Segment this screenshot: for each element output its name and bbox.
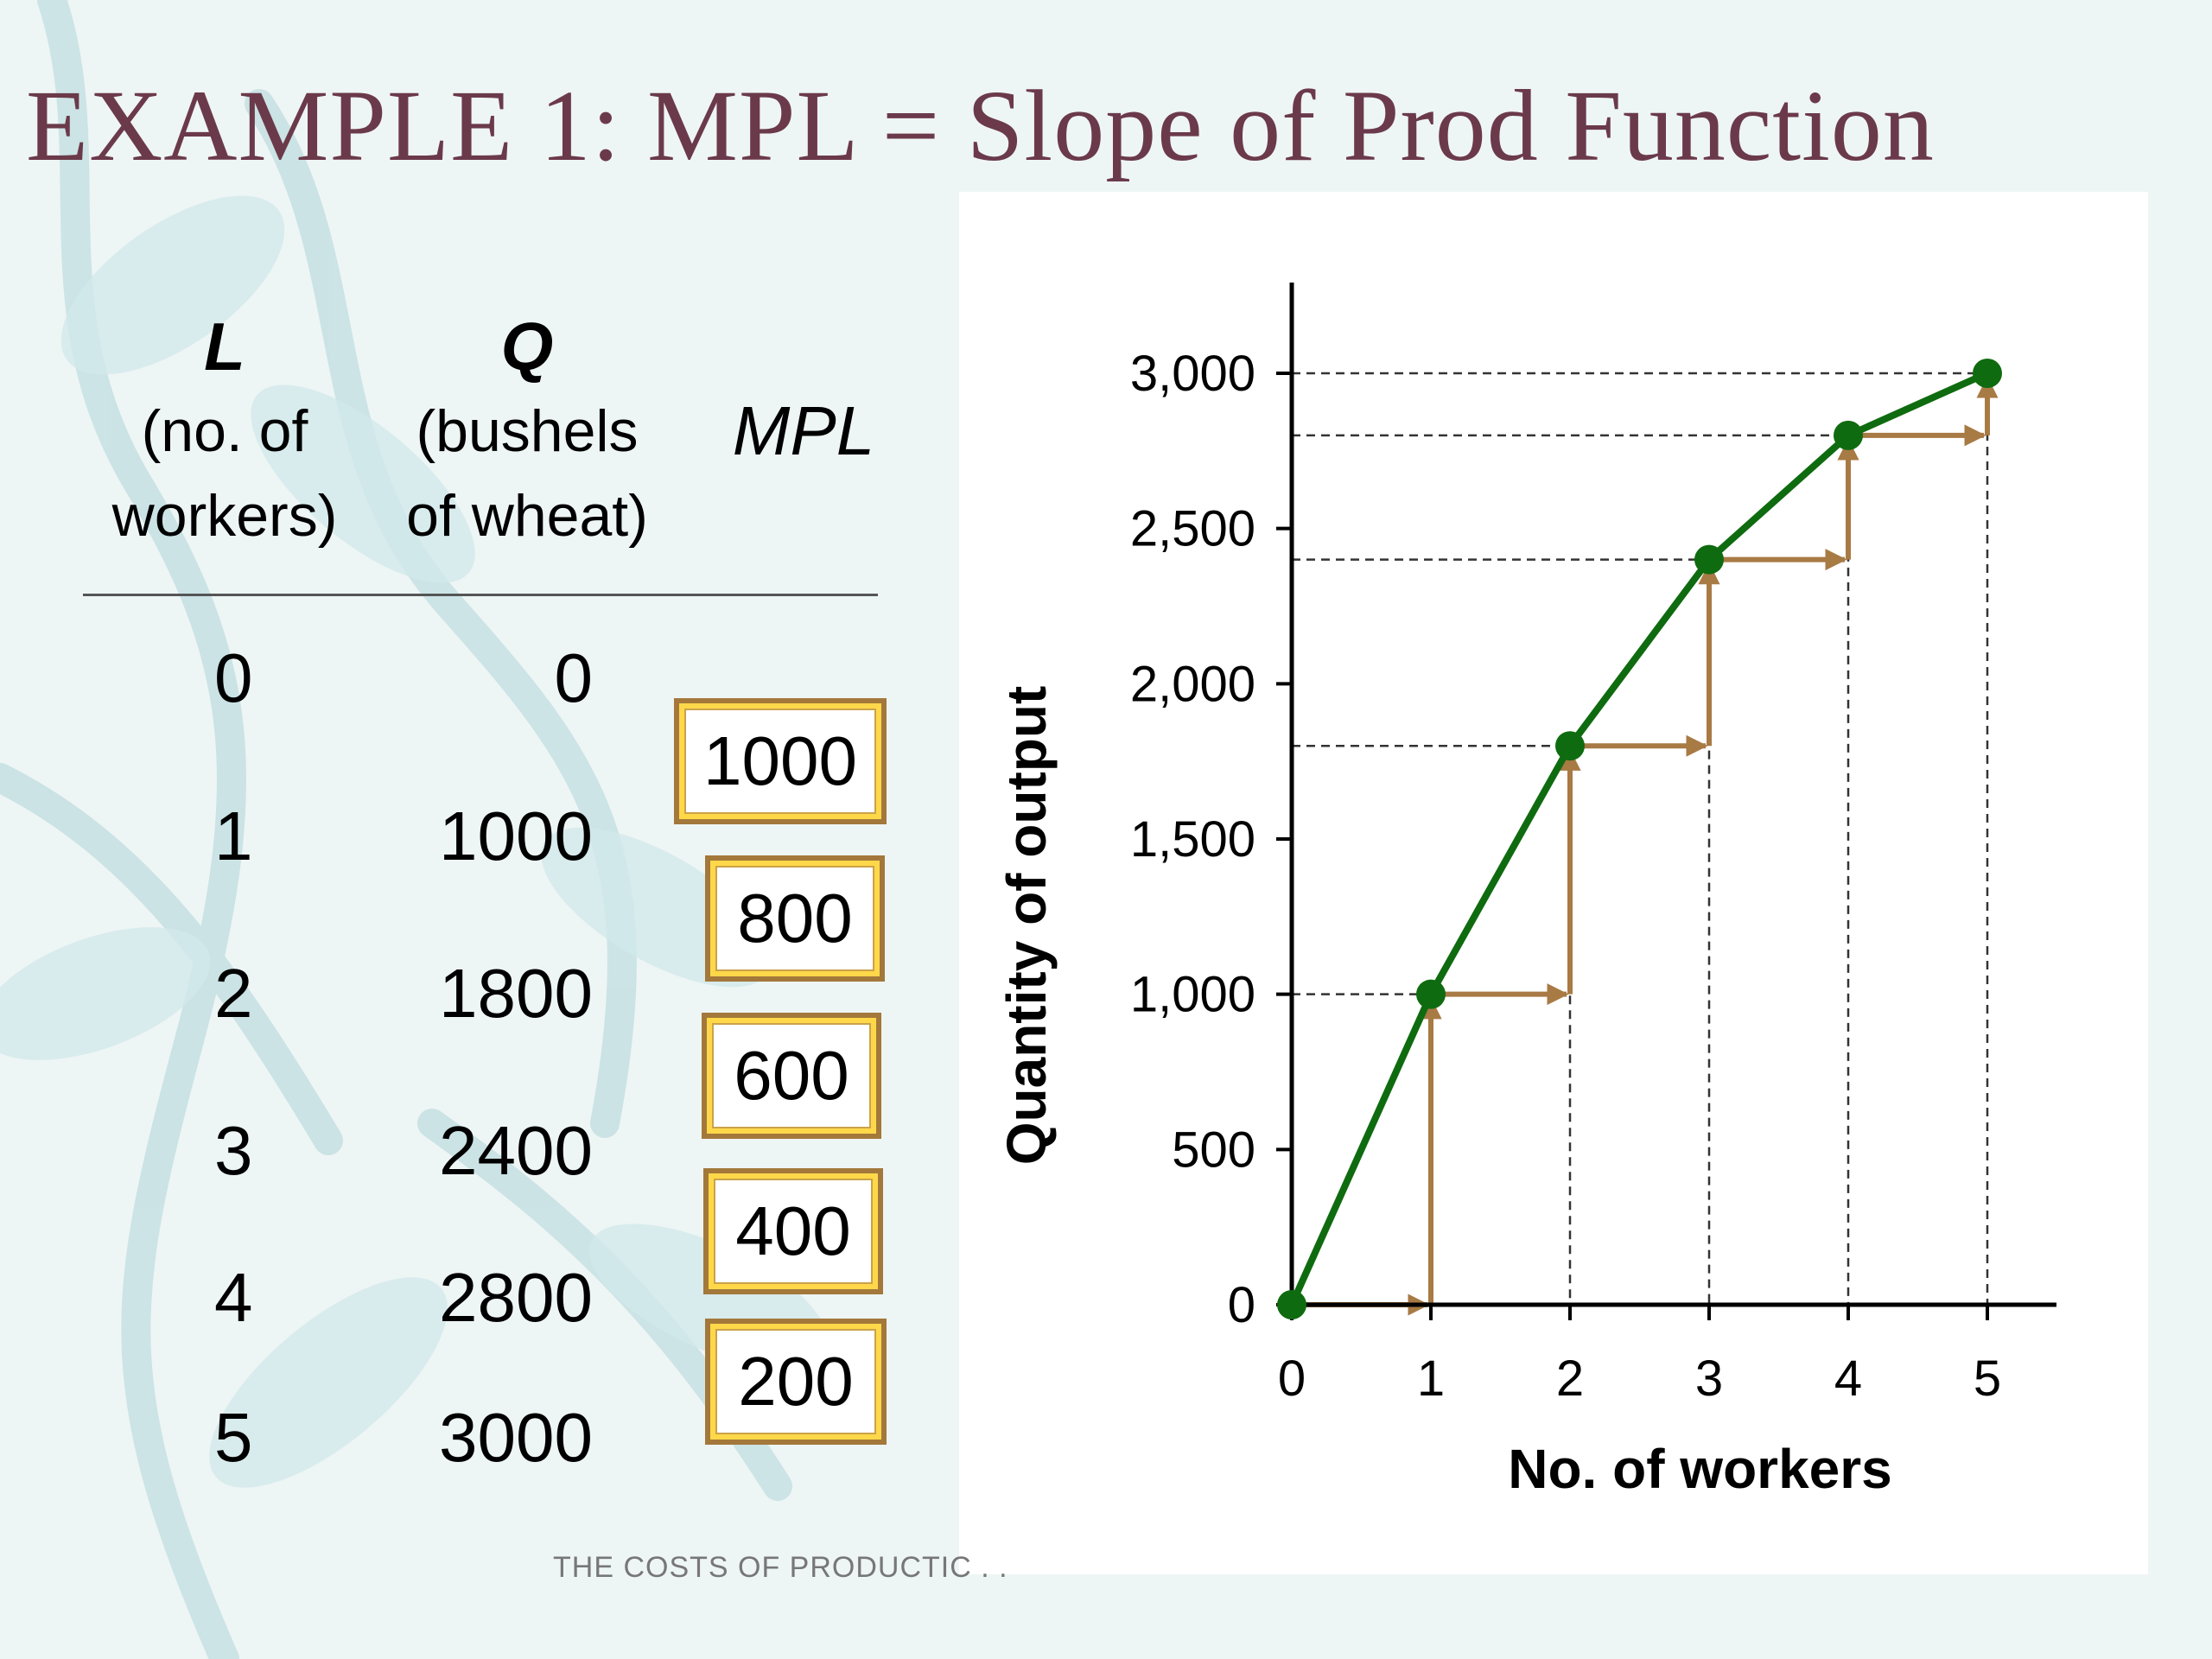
data-point-1 xyxy=(1416,979,1446,1009)
mpl-value-5: 200 xyxy=(715,1329,876,1434)
header-MPL-label: MPL xyxy=(732,392,875,469)
cell-L-5: 5 xyxy=(214,1399,253,1476)
header-L-symbol: L xyxy=(204,308,245,385)
y-tick-label-0: 0 xyxy=(1228,1277,1255,1333)
data-point-2 xyxy=(1555,731,1585,761)
cell-Q-1: 1000 xyxy=(439,798,593,874)
slide-title: EXAMPLE 1: MPL = Slope of Prod Function xyxy=(26,69,1935,182)
mpl-value-4: 400 xyxy=(714,1179,873,1284)
x-tick-label-0: 0 xyxy=(1278,1351,1306,1407)
production-curve xyxy=(1288,370,1989,1306)
mpl-value-1: 1000 xyxy=(684,709,876,814)
mpl-box-3: 600 xyxy=(702,1013,881,1139)
x-tick-label-5: 5 xyxy=(1974,1351,2001,1407)
data-point-3 xyxy=(1694,544,1724,575)
y-axis-label: Quantity of output xyxy=(995,686,1058,1166)
y-tick-label-4: 2,000 xyxy=(1130,656,1255,712)
cell-L-0: 0 xyxy=(214,639,253,716)
mpl-value-2: 800 xyxy=(715,866,874,971)
cell-L-2: 2 xyxy=(214,955,253,1032)
production-function-chart: 0 500 1,000 1,500 2,000 2,500 3,000 0 1 2 3 4 5 No. o… xyxy=(995,283,2056,1500)
y-tick-label-5: 2,500 xyxy=(1130,501,1255,557)
y-tick-label-1: 500 xyxy=(1172,1122,1255,1178)
cell-Q-5: 3000 xyxy=(439,1399,593,1476)
x-tick-label-3: 3 xyxy=(1695,1351,1723,1407)
header-L-line2: workers) xyxy=(111,483,338,549)
y-tick-label-2: 1,000 xyxy=(1130,967,1255,1023)
data-point-0 xyxy=(1277,1290,1306,1319)
mpl-box-4: 400 xyxy=(703,1168,883,1294)
cell-L-3: 3 xyxy=(214,1112,253,1189)
footer-text: THE COSTS OF PRODUCTIC . . xyxy=(553,1551,1008,1584)
header-Q-line1: (bushels xyxy=(416,398,639,464)
cell-L-4: 4 xyxy=(214,1259,253,1336)
cell-Q-4: 2800 xyxy=(439,1259,593,1336)
y-tick-label-3: 1,500 xyxy=(1130,811,1255,868)
mpl-box-5: 200 xyxy=(705,1319,887,1445)
header-MPL: MPL xyxy=(674,389,933,477)
chart-panel: 0 500 1,000 1,500 2,000 2,500 3,000 0 1 2 3 4 5 No. o… xyxy=(959,192,2148,1574)
header-Q-symbol: Q xyxy=(500,308,554,385)
table-header-divider xyxy=(83,594,878,596)
cell-L-1: 1 xyxy=(214,798,253,874)
cell-Q-2: 1800 xyxy=(439,955,593,1032)
data-point-4 xyxy=(1834,420,1863,450)
y-tick-label-6: 3,000 xyxy=(1130,346,1255,402)
x-axis-label: No. of workers xyxy=(1508,1438,1892,1500)
x-tick-label-2: 2 xyxy=(1556,1351,1584,1407)
header-L: L (no. of workers) xyxy=(60,304,389,558)
mpl-value-3: 600 xyxy=(712,1023,871,1128)
cell-Q-0: 0 xyxy=(554,639,594,716)
header-Q-line2: of wheat) xyxy=(406,483,648,549)
header-L-line1: (no. of xyxy=(141,398,308,464)
cell-Q-3: 2400 xyxy=(439,1112,593,1189)
mpl-box-1: 1000 xyxy=(674,698,887,824)
mpl-box-2: 800 xyxy=(705,855,885,982)
x-tick-label-1: 1 xyxy=(1417,1351,1445,1407)
data-point-5 xyxy=(1973,359,2002,388)
x-tick-label-4: 4 xyxy=(1834,1351,1862,1407)
header-Q: Q (bushels of wheat) xyxy=(363,304,691,558)
